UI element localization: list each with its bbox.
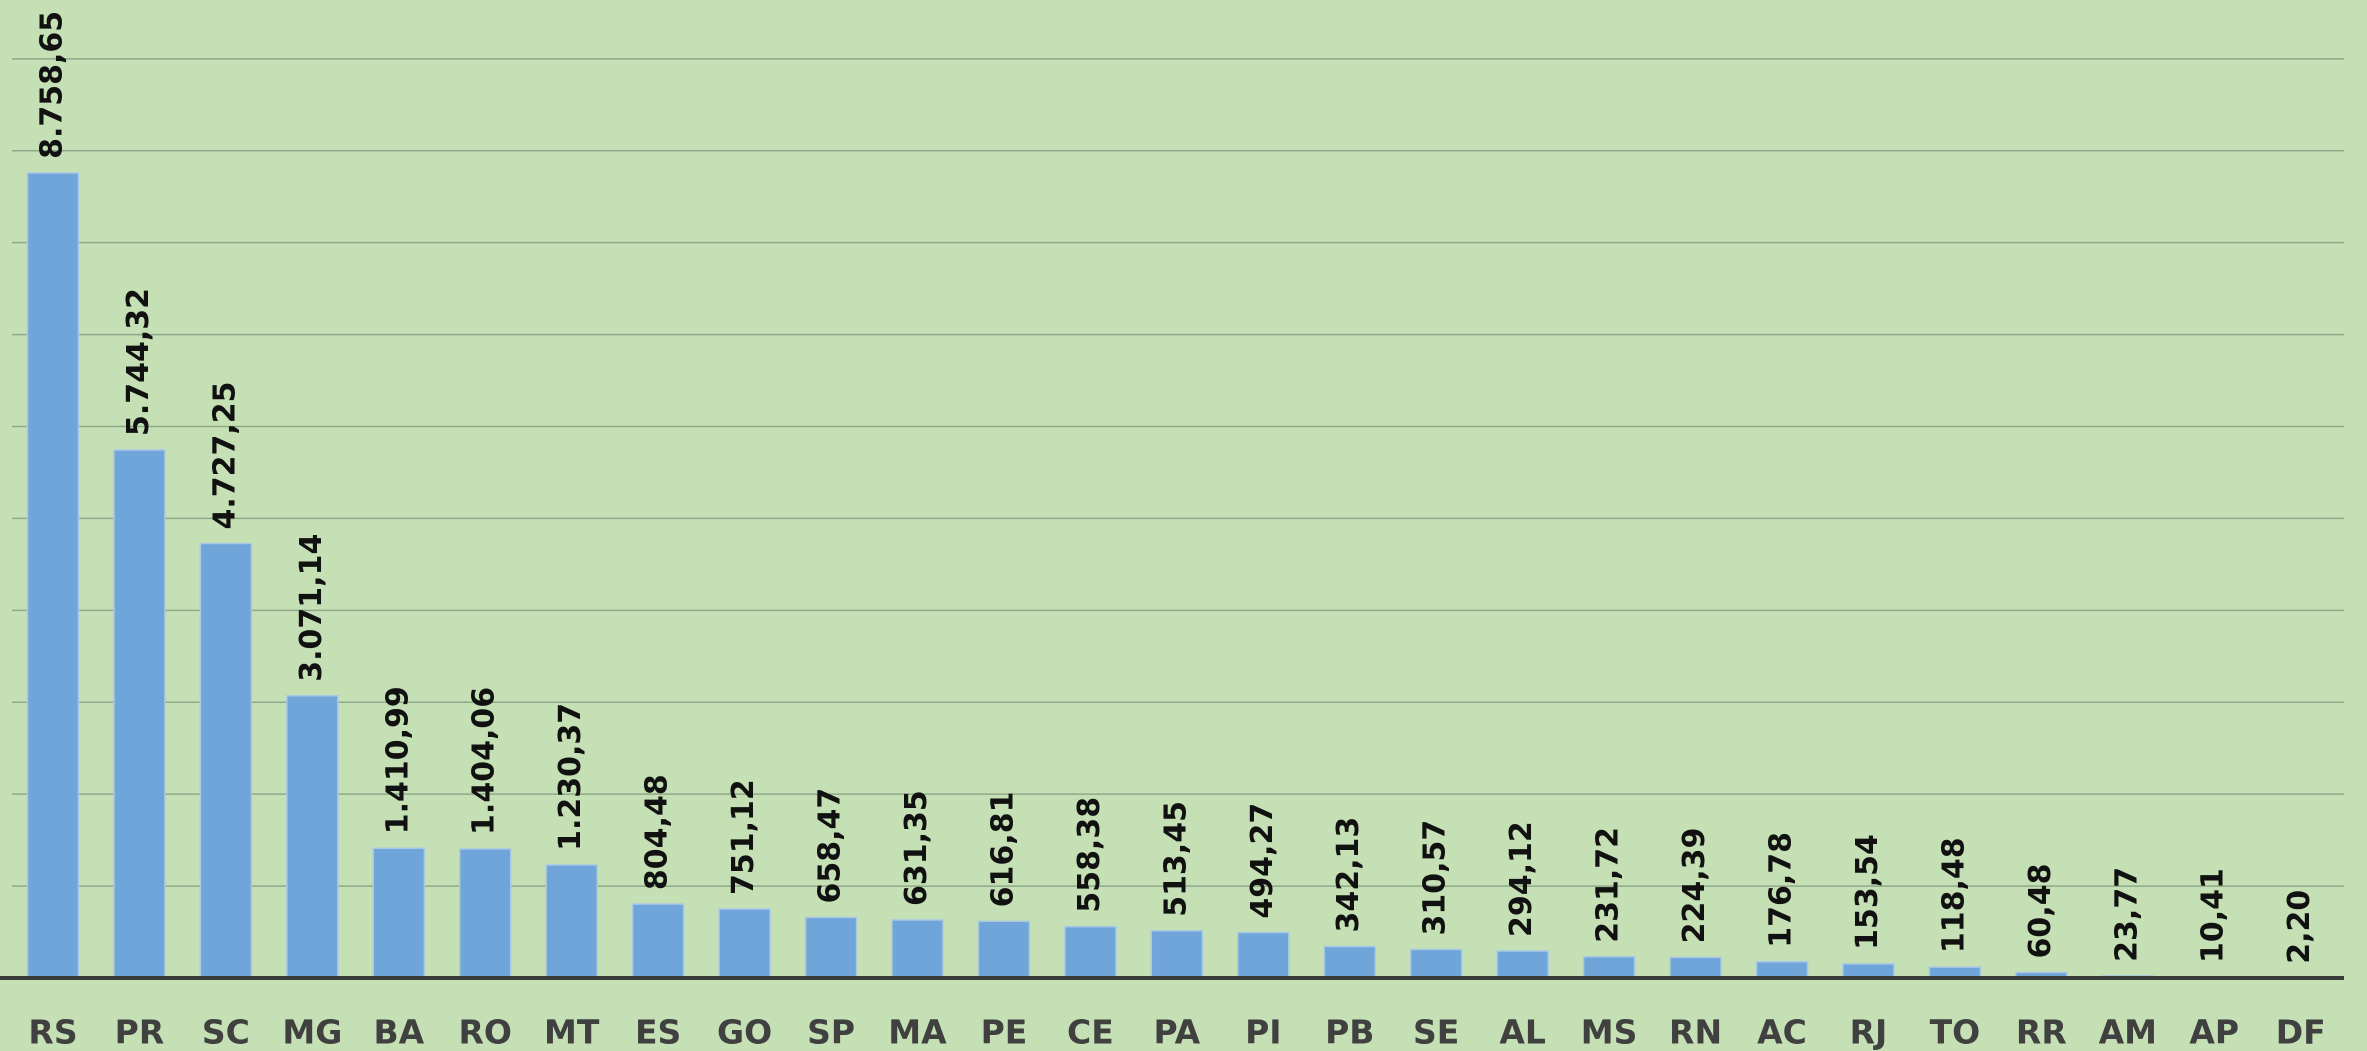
bar: [286, 694, 339, 979]
bar: [891, 919, 944, 979]
value-label: 513,45: [1158, 801, 1193, 917]
x-tick-label: AP: [2189, 1013, 2239, 1051]
x-tick-label: PI: [1245, 1013, 1281, 1051]
bar: [113, 449, 166, 979]
bar: [1064, 925, 1117, 979]
bar: [1496, 950, 1549, 979]
x-tick-label: AM: [2099, 1013, 2157, 1051]
value-label: 176,78: [1764, 832, 1799, 948]
x-tick-label: AL: [1499, 1013, 1546, 1051]
bar: [1409, 948, 1463, 979]
bar: [1323, 945, 1376, 979]
bar: [1582, 955, 1636, 979]
x-tick-label: RS: [28, 1013, 77, 1051]
x-tick-label: MT: [544, 1013, 600, 1051]
value-label: 231,72: [1591, 827, 1626, 943]
bar: [459, 848, 512, 979]
value-label: 224,39: [1677, 828, 1712, 944]
value-label: 1.230,37: [553, 703, 588, 851]
bar: [199, 542, 253, 979]
bar: [26, 172, 80, 979]
x-tick-label: ES: [635, 1013, 681, 1051]
x-tick-label: PA: [1153, 1013, 1200, 1051]
value-label: 658,47: [813, 788, 848, 904]
value-label: 1.404,06: [467, 687, 502, 835]
bar: [545, 864, 598, 979]
x-tick-label: SC: [202, 1013, 250, 1051]
value-label: 10,41: [2196, 868, 2231, 963]
x-tick-label: RJ: [1850, 1013, 1888, 1051]
x-tick-label: DF: [2276, 1013, 2326, 1051]
bar: [372, 847, 426, 979]
bar: [1237, 931, 1290, 979]
value-label: 3.071,14: [294, 534, 329, 682]
value-label: 2,20: [2282, 890, 2317, 964]
x-tick-label: RO: [459, 1013, 512, 1051]
bar: [804, 916, 858, 979]
x-tick-label: AC: [1757, 1013, 1807, 1051]
value-label: 804,48: [640, 774, 675, 890]
x-tick-label: MG: [282, 1013, 342, 1051]
value-label: 4.727,25: [207, 381, 242, 529]
value-label: 23,77: [2109, 867, 2144, 962]
x-tick-label: MS: [1581, 1013, 1638, 1051]
value-label: 1.410,99: [380, 686, 415, 834]
value-label: 294,12: [1504, 821, 1539, 937]
x-tick-label: PE: [981, 1013, 1028, 1051]
bar: [1755, 961, 1809, 979]
x-tick-label: SE: [1413, 1013, 1459, 1051]
bar: [718, 908, 771, 979]
value-label: 8.758,65: [35, 11, 70, 159]
bar: [631, 903, 685, 979]
x-tick-label: RR: [2016, 1013, 2067, 1051]
bar: [977, 920, 1031, 979]
value-label: 60,48: [2023, 864, 2058, 959]
value-label: 342,13: [1331, 817, 1366, 933]
x-tick-label: TO: [1930, 1013, 1981, 1051]
value-label: 631,35: [899, 790, 934, 906]
x-tick-label: RN: [1669, 1013, 1722, 1051]
value-label: 310,57: [1418, 820, 1453, 936]
value-label: 558,38: [1072, 797, 1107, 913]
value-label: 118,48: [1936, 837, 1971, 953]
x-tick-label: GO: [717, 1013, 772, 1051]
value-label: 616,81: [985, 792, 1020, 908]
x-tick-label: MA: [888, 1013, 947, 1051]
bar: [1150, 930, 1204, 979]
x-tick-label: CE: [1067, 1013, 1114, 1051]
x-tick-label: SP: [807, 1013, 855, 1051]
value-label: 5.744,32: [121, 288, 156, 436]
bar: [1669, 956, 1722, 979]
x-tick-label: PB: [1325, 1013, 1374, 1051]
x-tick-label: PR: [115, 1013, 165, 1051]
bar: [1842, 963, 1895, 979]
value-label: 153,54: [1850, 834, 1885, 950]
x-tick-label: BA: [373, 1013, 424, 1051]
value-label: 494,27: [1245, 803, 1280, 919]
value-label: 751,12: [726, 779, 761, 895]
